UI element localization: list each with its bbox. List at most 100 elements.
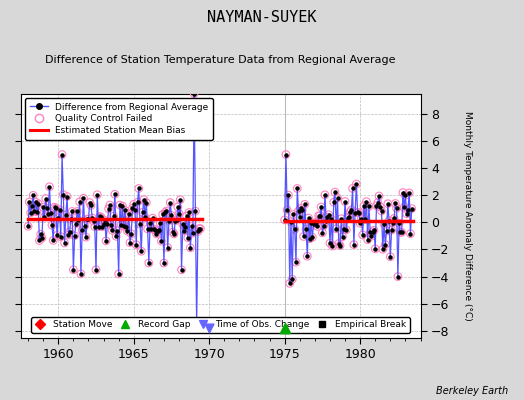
Point (43, 205, 51, 212)
Point (314, 212, 323, 219)
Point (81, 223, 89, 229)
Point (398, 229, 406, 236)
Point (45, 184, 53, 190)
Point (125, 210, 133, 217)
Point (68, 208, 77, 215)
Point (24, 223, 32, 230)
Point (118, 203, 127, 209)
Point (127, 231, 135, 237)
Point (133, 199, 141, 206)
Point (374, 200, 382, 206)
Point (307, 220, 315, 226)
Point (169, 229, 177, 235)
Point (113, 228, 122, 234)
Point (154, 228, 162, 234)
Point (304, 215, 313, 221)
Point (188, 223, 196, 230)
Point (287, 219, 295, 225)
Point (195, 225, 203, 232)
Point (331, 189, 339, 195)
Point (298, 207, 307, 213)
Point (372, 202, 380, 209)
Point (162, 208, 171, 214)
Point (161, 209, 169, 216)
Point (289, 211, 298, 218)
Point (100, 220, 108, 227)
Point (135, 185, 143, 192)
Point (375, 193, 383, 199)
Point (112, 233, 121, 240)
Point (50, 204, 59, 210)
Point (359, 203, 368, 209)
Point (334, 240, 343, 247)
Point (321, 192, 329, 198)
Point (404, 207, 412, 213)
Point (29, 192, 37, 198)
Point (56, 206, 64, 213)
Point (402, 211, 411, 217)
Point (75, 199, 84, 205)
Point (49, 237, 58, 244)
Point (381, 242, 389, 248)
Point (26, 210, 35, 216)
Point (69, 266, 78, 273)
Point (25, 199, 34, 205)
Point (94, 223, 103, 230)
Point (194, 228, 202, 235)
Point (194, 228, 202, 235)
Point (341, 198, 349, 205)
Point (160, 260, 168, 266)
Point (135, 185, 143, 192)
Point (400, 204, 408, 210)
Point (352, 181, 361, 187)
Point (32, 209, 41, 215)
Point (73, 208, 81, 215)
Point (332, 226, 341, 232)
Point (40, 214, 49, 220)
Point (78, 227, 86, 234)
Point (333, 195, 342, 201)
Point (152, 230, 160, 237)
Point (131, 207, 139, 213)
Point (123, 228, 132, 234)
Point (293, 185, 301, 192)
Point (132, 242, 140, 248)
Point (70, 232, 79, 239)
Point (384, 200, 392, 207)
Point (103, 221, 112, 228)
Point (399, 189, 407, 196)
Title: Difference of Station Temperature Data from Regional Average: Difference of Station Temperature Data f… (45, 55, 396, 65)
Point (352, 181, 361, 187)
Point (166, 199, 174, 206)
Point (313, 223, 322, 230)
Point (368, 228, 377, 235)
Point (158, 211, 167, 218)
Point (110, 213, 118, 219)
Point (185, 209, 193, 216)
Point (398, 229, 406, 236)
Text: NAYMAN-SUYEK: NAYMAN-SUYEK (208, 10, 316, 25)
Point (312, 219, 320, 225)
Point (189, 230, 197, 236)
Point (155, 227, 163, 233)
Point (113, 228, 122, 234)
Point (290, 226, 299, 233)
Point (312, 219, 320, 225)
Point (181, 224, 190, 230)
Point (370, 227, 378, 234)
Point (196, 226, 204, 232)
Point (383, 228, 391, 234)
Point (57, 234, 65, 240)
Point (387, 227, 396, 233)
Point (62, 212, 70, 218)
Point (63, 193, 71, 200)
Point (24, 223, 32, 230)
Point (59, 191, 68, 198)
Point (126, 239, 134, 246)
Point (327, 216, 335, 222)
Point (64, 232, 72, 238)
Point (343, 215, 352, 222)
Point (342, 226, 351, 233)
Point (88, 215, 96, 221)
Point (40, 214, 49, 220)
